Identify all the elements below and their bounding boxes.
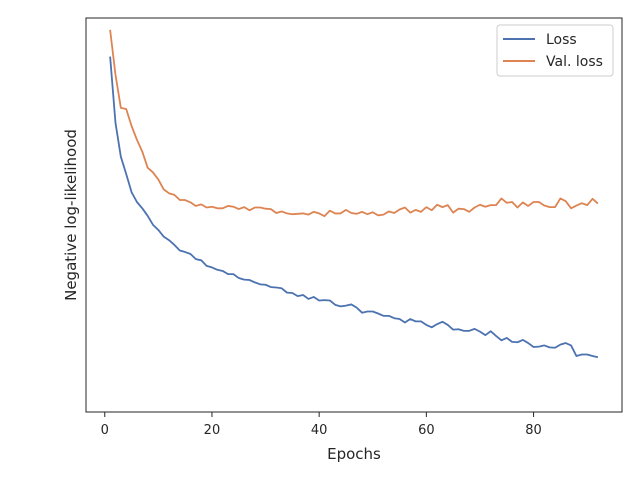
series-line-loss — [109, 56, 599, 359]
legend-label-loss: Loss — [546, 32, 577, 48]
y-axis-label: Negative log-likelihood — [62, 129, 80, 301]
x-tick-label: 40 — [311, 423, 328, 438]
x-tick-label: 60 — [418, 423, 435, 438]
x-tick-label: 20 — [204, 423, 221, 438]
series-line-val-loss — [109, 29, 599, 218]
plot-area — [85, 17, 623, 413]
x-axis-label: Epochs — [327, 445, 381, 463]
legend: Loss Val. loss — [496, 24, 614, 77]
x-tick-label: 0 — [101, 423, 109, 438]
legend-box — [496, 24, 614, 77]
legend-label-val-loss: Val. loss — [546, 54, 603, 70]
x-axis-ticks: 0 20 40 60 80 — [101, 412, 542, 438]
series-lines — [109, 29, 599, 359]
x-tick-label: 80 — [525, 423, 542, 438]
